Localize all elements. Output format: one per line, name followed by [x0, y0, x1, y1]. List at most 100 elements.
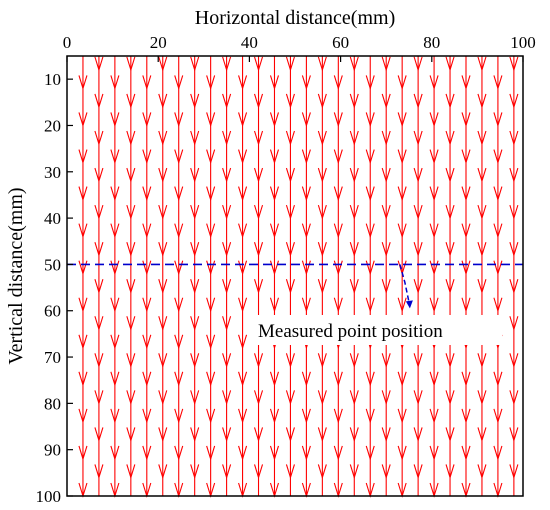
vector-arrowhead — [445, 464, 455, 480]
vector-arrowhead — [238, 149, 248, 165]
vector-arrowhead — [206, 223, 216, 239]
y-tick-label: 40 — [44, 209, 61, 228]
vector-arrowhead — [206, 112, 216, 128]
vector-arrowhead — [509, 316, 519, 332]
y-tick-label: 90 — [44, 441, 61, 460]
vector-arrowhead — [477, 167, 487, 183]
vector-arrowhead — [78, 223, 88, 239]
vector-arrowhead — [190, 167, 200, 183]
vector-arrowhead — [413, 279, 423, 295]
vector-arrowhead — [333, 371, 343, 387]
vector-arrowhead — [253, 167, 264, 183]
vector-arrowhead — [158, 316, 168, 332]
vector-arrowhead — [206, 371, 216, 387]
vector-arrowhead — [317, 130, 327, 146]
vector-arrowhead — [445, 241, 455, 258]
vector-arrowhead — [158, 241, 168, 258]
vector-arrowhead — [413, 241, 423, 258]
vector-arrowhead — [190, 427, 200, 443]
vector-arrowhead — [333, 445, 343, 461]
vector-arrowhead — [445, 390, 455, 406]
vector-arrowhead — [301, 408, 311, 424]
vector-arrowhead — [429, 408, 439, 424]
vector-arrowhead — [461, 186, 471, 202]
vector-arrowhead — [413, 167, 423, 183]
vector-arrowhead — [477, 390, 487, 406]
vector-arrowhead — [206, 186, 216, 202]
vector-arrowhead — [461, 75, 471, 91]
vector-arrowhead — [174, 186, 184, 202]
vector-arrowhead — [269, 445, 280, 461]
vector-arrowhead — [477, 241, 487, 258]
vector-arrowhead — [333, 75, 343, 91]
vector-arrowhead — [94, 353, 104, 369]
x-axis-ticks: 0 20 40 60 80 100 — [63, 33, 536, 62]
vector-arrowhead — [174, 334, 184, 350]
vector-arrowhead — [317, 353, 327, 369]
vector-arrowhead — [269, 371, 280, 387]
vector-arrowhead — [190, 204, 200, 220]
y-tick-label: 30 — [44, 163, 61, 182]
vector-arrowhead — [349, 167, 359, 183]
vector-arrowhead — [461, 371, 471, 387]
vector-arrowhead — [238, 445, 248, 461]
vector-arrowhead — [509, 427, 519, 443]
vector-arrowhead — [238, 371, 248, 387]
vector-arrowhead — [158, 279, 168, 295]
y-tick-label: 10 — [44, 70, 61, 89]
vector-arrowhead — [269, 223, 280, 239]
vector-arrowhead — [238, 112, 248, 128]
vector-arrowhead — [397, 297, 407, 313]
vector-arrowhead — [174, 445, 184, 461]
vector-arrowhead — [78, 186, 88, 202]
vector-arrowhead — [206, 297, 216, 313]
vector-arrowhead — [301, 112, 311, 128]
vector-arrowhead — [253, 204, 264, 220]
vector-arrowhead — [381, 241, 391, 258]
vector-arrowhead — [190, 464, 200, 480]
vector-arrowhead — [190, 316, 200, 332]
vector-arrowhead — [413, 427, 423, 443]
vector-arrowhead — [110, 445, 120, 461]
vector-arrowhead — [126, 167, 136, 183]
vector-arrowhead — [126, 204, 136, 220]
vector-arrowhead — [158, 167, 168, 183]
vector-arrowhead — [78, 334, 88, 350]
vector-arrowhead — [365, 408, 375, 424]
vector-arrowhead — [206, 149, 216, 165]
vector-arrowhead — [190, 353, 200, 369]
vector-arrowhead — [349, 241, 359, 258]
vector-arrowhead — [253, 279, 264, 295]
vector-arrowhead — [238, 223, 248, 239]
vector-arrowhead — [222, 56, 232, 72]
annotation-arrowhead — [405, 300, 413, 309]
vector-arrowhead — [509, 93, 519, 109]
vector-arrowhead — [333, 149, 343, 165]
vector-arrowhead — [126, 130, 136, 146]
vector-arrowhead — [285, 279, 295, 295]
vector-arrowhead — [461, 445, 471, 461]
vector-arrowhead — [365, 371, 375, 387]
vector-arrowhead — [445, 427, 455, 443]
vector-arrowhead — [78, 112, 88, 128]
vector-arrowhead — [301, 371, 311, 387]
vector-arrowhead — [509, 167, 519, 183]
vector-arrowhead — [222, 130, 232, 146]
vector-arrowhead — [110, 75, 120, 91]
vector-arrowhead — [269, 408, 280, 424]
y-tick-label: 60 — [44, 302, 61, 321]
vector-arrowhead — [381, 93, 391, 109]
vector-arrowhead — [94, 93, 104, 109]
vector-arrowhead — [238, 186, 248, 202]
vector-arrowhead — [317, 427, 327, 443]
vector-arrowhead — [509, 56, 519, 72]
vector-arrowhead — [174, 408, 184, 424]
vector-arrowhead — [429, 186, 439, 202]
vector-arrowhead — [94, 427, 104, 443]
vector-arrowhead — [301, 149, 311, 165]
y-axis-title: Vertical distance(mm) — [5, 187, 27, 364]
vector-arrowhead — [142, 75, 152, 91]
vector-arrowhead — [253, 353, 264, 369]
vector-arrowhead — [190, 241, 200, 258]
vector-arrowhead — [429, 371, 439, 387]
